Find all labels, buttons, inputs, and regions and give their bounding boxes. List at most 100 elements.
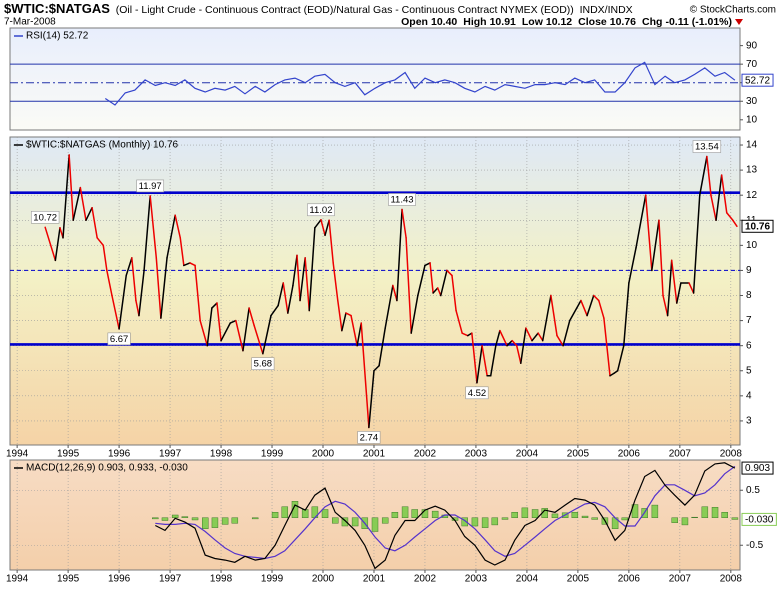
price-segment — [495, 329, 501, 347]
histogram-bar — [491, 517, 499, 526]
last-value-label: 52.72 — [745, 75, 770, 86]
quote-value: 10.40 — [431, 16, 457, 28]
price-segment — [287, 284, 294, 314]
histogram-bar — [531, 509, 539, 518]
price-segment — [253, 324, 264, 355]
price-segment — [378, 327, 386, 367]
annotation-label: 11.02 — [309, 205, 332, 216]
legend-label: MACD(12,26,9) 0.903, 0.933, -0.030 — [26, 463, 188, 474]
x-tick-label: 2000 — [312, 449, 335, 460]
price-segment — [143, 195, 151, 272]
annotation-box — [388, 193, 416, 206]
price-segment — [220, 322, 231, 342]
annotation-label: 11.43 — [390, 195, 413, 206]
price-segment — [299, 257, 306, 302]
price-segment — [499, 329, 508, 347]
last-value-label: 0.903 — [745, 463, 770, 474]
price-segment — [166, 214, 176, 259]
quote-value: 10.91 — [490, 16, 516, 28]
price-segment — [345, 312, 352, 317]
histogram-bar — [181, 516, 189, 519]
price-segment — [320, 219, 326, 237]
y-tick-label: 13 — [746, 165, 758, 176]
histogram-bar — [381, 517, 389, 524]
price-segment — [341, 312, 347, 332]
credit: © StockCharts.com — [690, 5, 776, 16]
annotation-label: 2.74 — [360, 432, 379, 443]
price-segment — [328, 219, 334, 264]
x-tick-label: 1996 — [108, 574, 131, 585]
quote-label: Low — [522, 16, 544, 28]
price-segment — [242, 307, 250, 352]
quote-label: Chg — [642, 16, 662, 28]
price-segment — [692, 194, 701, 294]
histogram-bar — [161, 517, 169, 521]
price-segment — [515, 344, 522, 364]
x-tick-label: 2008 — [720, 574, 743, 585]
histogram-bar — [271, 512, 279, 518]
histogram-bar — [431, 510, 439, 518]
series-line — [155, 462, 736, 570]
x-tick-label: 1998 — [210, 574, 233, 585]
exchange: INDX/INDX — [580, 4, 633, 16]
price-segment — [436, 287, 442, 297]
price-segment — [160, 257, 168, 319]
price-segment — [392, 284, 398, 302]
price-segment — [405, 237, 412, 334]
histogram-bar — [471, 517, 479, 527]
symbol-title: $WTIC:$NATGAS — [4, 1, 110, 16]
price-segment — [304, 257, 310, 312]
price-segment — [44, 226, 57, 262]
histogram-bar — [651, 504, 659, 519]
legend-label: $WTIC:$NATGAS (Monthly) 10.76 — [26, 140, 179, 151]
y-tick-label: 4 — [746, 390, 752, 401]
price-segment — [384, 284, 394, 329]
quote-value: 10.76 — [610, 16, 636, 28]
quote-label: Open — [401, 16, 428, 28]
x-tick-label: 2000 — [312, 574, 335, 585]
x-tick-label: 1994 — [6, 449, 29, 460]
price-segment — [506, 339, 513, 347]
x-tick-label: 2002 — [414, 449, 437, 460]
y-tick-label: 3 — [746, 416, 752, 427]
price-segment — [461, 332, 469, 337]
last-value-label: 10.76 — [745, 221, 770, 232]
histogram-bar — [731, 517, 739, 520]
price-segment — [356, 322, 362, 347]
price-segment — [715, 174, 723, 222]
histogram-bar — [171, 514, 179, 518]
y-tick-label: 10 — [746, 114, 758, 125]
last-value-box: 10.76 — [741, 219, 774, 233]
histogram-bar — [481, 517, 489, 528]
annotation-box — [251, 357, 275, 371]
series-line — [104, 61, 736, 106]
histogram-bar — [521, 507, 529, 519]
x-tick-label: 2007 — [669, 449, 692, 460]
price-segment — [580, 299, 588, 317]
histogram-bar — [501, 517, 509, 520]
price-segment — [541, 294, 552, 342]
change-down-arrow — [735, 19, 743, 25]
annotation-box — [136, 179, 165, 193]
price-segment — [429, 262, 434, 294]
header-line: $WTIC:$NATGAS (Oil - Light Crude - Conti… — [4, 1, 633, 16]
price-segment — [520, 327, 527, 364]
panel-background — [9, 27, 741, 131]
price-segment — [662, 294, 669, 317]
symbol-description: (Oil - Light Crude - Continuous Contract… — [116, 4, 574, 16]
price-segment — [658, 219, 664, 297]
price-segment — [235, 319, 244, 352]
last-value-frame — [741, 219, 774, 233]
price-segment — [616, 344, 625, 372]
price-segment — [96, 237, 105, 247]
histogram-bar — [321, 509, 329, 518]
price-segment — [688, 282, 695, 294]
x-tick-label: 2002 — [414, 574, 437, 585]
price-segment — [644, 194, 653, 272]
x-tick-label: 2003 — [465, 449, 488, 460]
annotation-label: 10.72 — [33, 212, 57, 223]
x-tick-label: 2005 — [567, 574, 590, 585]
price-segment — [609, 372, 615, 377]
price-segment — [314, 219, 322, 229]
price-segment — [206, 307, 213, 347]
